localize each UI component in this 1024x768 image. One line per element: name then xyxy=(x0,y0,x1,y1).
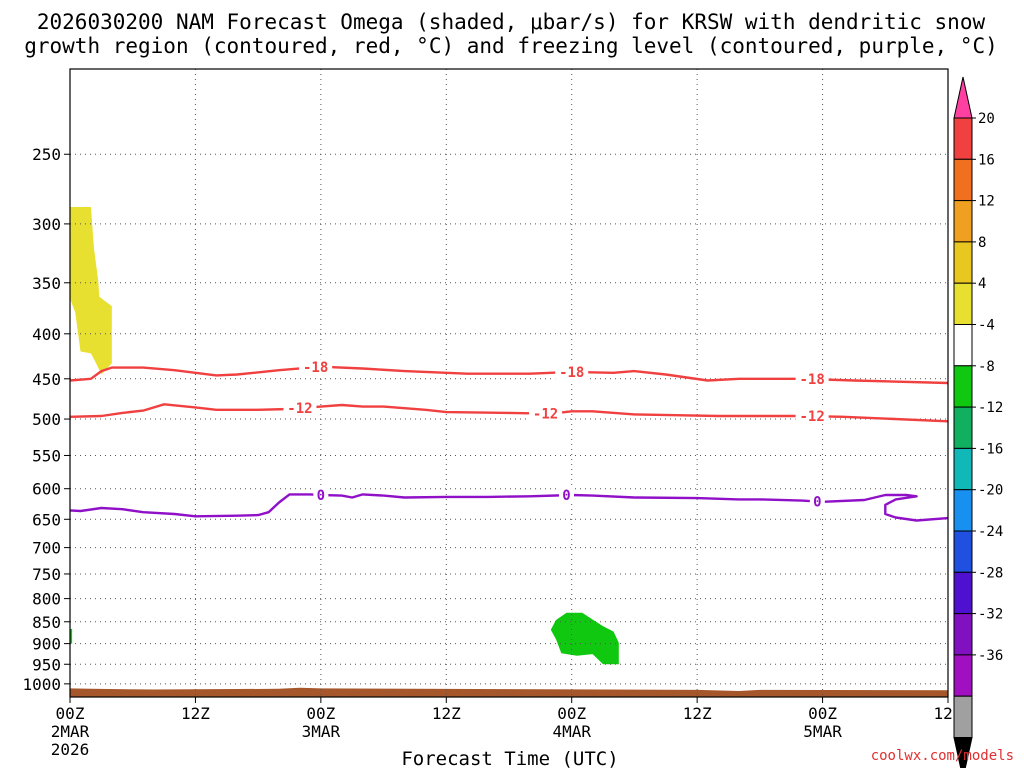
colorbar-segment-2 xyxy=(953,158,973,202)
colorbar-label-3: 8 xyxy=(978,235,986,251)
x-tick-label-3: 12Z xyxy=(432,704,461,723)
contour-label-0-0: -18 xyxy=(303,360,328,376)
y-tick-label-850: 850 xyxy=(32,613,61,632)
colorbar-label-12: -32 xyxy=(978,607,1003,623)
colorbar-label-10: -24 xyxy=(978,524,1003,540)
colorbar-label-13: -36 xyxy=(978,648,1003,664)
contour-line-1 xyxy=(70,403,948,423)
contour-label-bg-0-1 xyxy=(555,363,589,380)
y-tick-label-750: 750 xyxy=(32,565,61,584)
x-tick-label-1: 12Z xyxy=(181,704,210,723)
chart-title-line2: growth region (contoured, red, °C) and f… xyxy=(24,34,998,58)
x-tick-label-5: 12Z xyxy=(683,704,712,723)
colorbar-label-8: -16 xyxy=(978,441,1003,457)
y-tick-label-650: 650 xyxy=(32,510,61,529)
colorbar-segment-8 xyxy=(953,406,973,449)
contour-label-bg-1-2 xyxy=(795,408,829,425)
colorbar-segment-12 xyxy=(953,571,973,615)
colorbar-segment-5 xyxy=(953,282,973,326)
credit-text: coolwx.com/models xyxy=(871,748,1014,764)
shaded-region-1 xyxy=(550,612,619,665)
x-tick-date-0: 2MAR xyxy=(51,722,90,741)
colorbar-top-triangle xyxy=(953,76,973,119)
colorbar-segment-3 xyxy=(953,200,973,243)
colorbar-label-0: 20 xyxy=(978,111,995,127)
colorbar-segment-11 xyxy=(953,530,973,573)
x-tick-label-4: 00Z xyxy=(557,704,586,723)
contour-label-2-0: 0 xyxy=(317,488,325,504)
colorbar-bottom-triangle xyxy=(953,737,973,768)
colorbar-label-11: -28 xyxy=(978,565,1003,581)
y-tick-label-250: 250 xyxy=(32,145,61,164)
colorbar-label-2: 12 xyxy=(978,194,995,210)
x-tick-date-2: 3MAR xyxy=(302,722,341,741)
colorbar-segment-15 xyxy=(953,695,973,739)
contour-label-0-1: -18 xyxy=(559,365,584,381)
colorbar-segment-9 xyxy=(953,447,973,491)
y-tick-label-400: 400 xyxy=(32,325,61,344)
y-tick-label-300: 300 xyxy=(32,215,61,234)
y-tick-label-550: 550 xyxy=(32,446,61,465)
chart-title-line1: 2026030200 NAM Forecast Omega (shaded, μ… xyxy=(37,10,986,34)
y-tick-label-350: 350 xyxy=(32,274,61,293)
y-tick-label-1000: 1000 xyxy=(22,675,61,694)
y-tick-label-500: 500 xyxy=(32,410,61,429)
y-axis: 250 300 350 400 450 500 550 600 650 700 750 800 850 9… xyxy=(22,145,70,694)
contour-label-1-0: -12 xyxy=(287,401,312,417)
contour-label-bg-2-2 xyxy=(809,493,825,510)
x-tick-date-6: 5MAR xyxy=(803,722,842,741)
contour-label-bg-2-1 xyxy=(558,487,574,504)
x-tick-date-4: 4MAR xyxy=(552,722,591,741)
colorbar-label-9: -20 xyxy=(978,483,1003,499)
y-tick-label-900: 900 xyxy=(32,635,61,654)
x-tick-label-0: 00Z xyxy=(56,704,85,723)
colorbar-segment-13 xyxy=(953,613,973,656)
x-tick-label-6: 00Z xyxy=(808,704,837,723)
contour-label-2-1: 0 xyxy=(562,488,570,504)
x-tick-year-0: 2026 xyxy=(51,740,90,759)
colorbar-label-6: -8 xyxy=(978,359,995,375)
plot-area: -18 -18 -18 -12 -12 -12 0 0 0 xyxy=(69,68,949,698)
contour-label-0-2: -18 xyxy=(799,372,824,388)
colorbar-label-5: -4 xyxy=(978,318,995,334)
contour-label-bg-1-0 xyxy=(283,400,317,417)
y-tick-label-700: 700 xyxy=(32,539,61,558)
colorbar: 20 16 12 8 4 -4 -8 -12 -16 -20 -24 -28 -32 -36 xyxy=(953,76,1003,768)
contour-label-2-2: 0 xyxy=(813,495,821,511)
plot-frame xyxy=(69,68,949,698)
contour-label-1-1: -12 xyxy=(533,407,558,423)
colorbar-label-4: 4 xyxy=(978,276,986,292)
colorbar-segment-14 xyxy=(953,654,973,697)
colorbar-segment-1 xyxy=(953,117,973,160)
colorbar-segment-4 xyxy=(953,241,973,284)
contour-line-2 xyxy=(70,493,948,522)
x-tick-label-2: 00Z xyxy=(306,704,335,723)
contour-label-bg-1-1 xyxy=(529,405,563,422)
contour-label-bg-2-0 xyxy=(313,487,329,504)
x-axis-label: Forecast Time (UTC) xyxy=(401,748,618,768)
shaded-region-3 xyxy=(70,687,948,697)
contour-label-1-2: -12 xyxy=(799,409,824,425)
colorbar-label-7: -12 xyxy=(978,400,1003,416)
y-tick-label-450: 450 xyxy=(32,370,61,389)
colorbar-segment-10 xyxy=(953,489,973,532)
contour-label-bg-0-2 xyxy=(795,371,829,388)
colorbar-label-1: 16 xyxy=(978,152,995,168)
shaded-region-0 xyxy=(70,207,112,375)
y-tick-label-600: 600 xyxy=(32,480,61,499)
contour-line-0 xyxy=(70,365,948,385)
colorbar-segment-6 xyxy=(953,324,973,367)
colorbar-segment-7 xyxy=(953,365,973,408)
y-tick-label-950: 950 xyxy=(32,655,61,674)
contour-label-bg-0-0 xyxy=(299,359,333,376)
y-tick-label-800: 800 xyxy=(32,590,61,609)
